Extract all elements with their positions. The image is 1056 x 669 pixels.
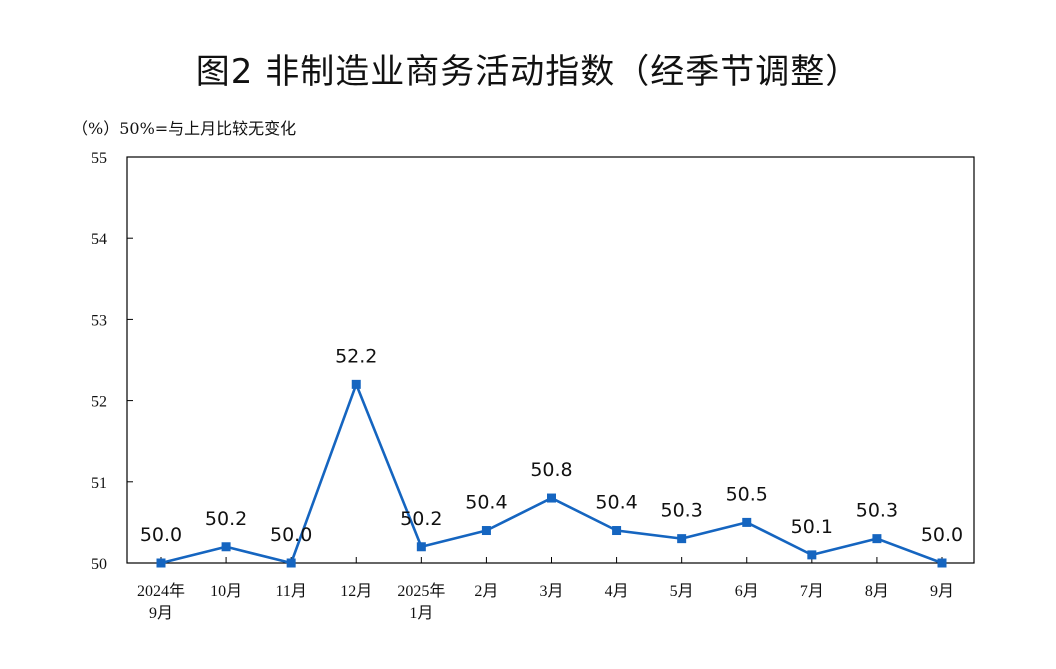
data-label: 50.0 xyxy=(140,524,182,546)
y-axis-unit-note: （%）50%=与上月比较无变化 xyxy=(72,119,297,138)
x-tick-label: 7月 xyxy=(800,583,824,600)
data-label: 50.3 xyxy=(856,500,898,522)
y-tick-label: 51 xyxy=(91,475,107,492)
data-point-marker xyxy=(351,379,361,389)
x-tick-label: 4月 xyxy=(605,583,629,600)
data-point-marker xyxy=(742,517,752,527)
plot-frame xyxy=(126,156,975,564)
data-point-marker xyxy=(937,558,947,568)
x-tick-label: 12月 xyxy=(340,583,372,600)
data-label: 50.2 xyxy=(205,508,247,530)
chart-title: 图2 非制造业商务活动指数（经季节调整） xyxy=(195,52,861,92)
x-tick-label: 8月 xyxy=(865,583,889,600)
data-point-marker xyxy=(481,526,491,536)
data-label: 50.2 xyxy=(400,508,442,530)
data-point-marker xyxy=(221,542,231,552)
data-label: 50.3 xyxy=(661,500,703,522)
data-point-marker xyxy=(286,558,296,568)
data-point-marker xyxy=(807,550,817,560)
x-tick-label: 10月 xyxy=(210,583,242,600)
data-point-marker xyxy=(872,534,882,544)
y-tick-label: 52 xyxy=(91,394,107,411)
data-label: 50.5 xyxy=(726,483,768,505)
x-tick-label: 5月 xyxy=(670,583,694,600)
y-tick-label: 55 xyxy=(91,150,107,167)
x-tick-label: 3月 xyxy=(539,583,563,600)
data-label: 50.8 xyxy=(530,459,572,481)
y-tick-label: 54 xyxy=(91,231,107,248)
data-point-marker xyxy=(612,526,622,536)
x-tick-label: 11月 xyxy=(275,583,306,600)
data-label: 52.2 xyxy=(335,345,377,367)
y-tick-label: 50 xyxy=(91,556,107,573)
data-point-marker xyxy=(677,534,687,544)
x-tick-label: 6月 xyxy=(735,583,759,600)
x-tick-label: 2024年 9月 xyxy=(137,582,185,622)
y-tick-label: 53 xyxy=(91,312,107,329)
data-point-marker xyxy=(547,493,556,503)
x-tick-label: 2月 xyxy=(474,583,498,600)
data-label: 50.4 xyxy=(595,492,637,514)
x-tick-label: 9月 xyxy=(930,583,954,600)
data-point-marker xyxy=(156,558,166,568)
data-point-marker xyxy=(416,542,426,552)
data-label: 50.4 xyxy=(465,492,507,514)
data-label: 50.0 xyxy=(270,524,312,546)
x-tick-label: 2025年 1月 xyxy=(397,582,445,622)
data-label: 50.1 xyxy=(791,516,833,538)
data-label: 50.0 xyxy=(921,524,963,546)
